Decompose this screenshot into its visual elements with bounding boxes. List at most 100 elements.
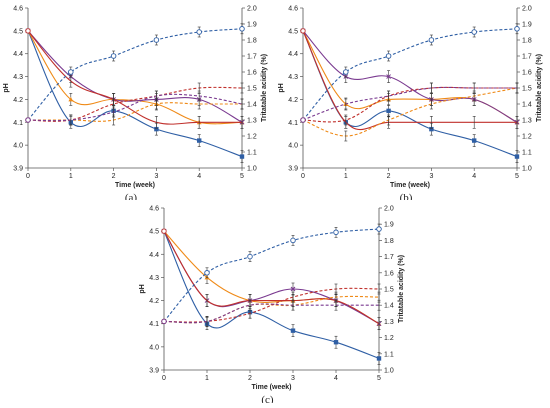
chart-c-data-point	[290, 237, 296, 244]
chart-c-data-point	[161, 318, 167, 325]
chart-c-data-point	[333, 340, 339, 345]
chart-a-y-tick-label: 3.9	[13, 166, 23, 173]
chart-a-series-line	[27, 30, 242, 125]
chart-b-y2-tick-label: 1.8	[522, 38, 532, 45]
chart-a-data-point	[25, 117, 31, 123]
chart-a-y2-tick-label: 1.5	[247, 86, 257, 93]
chart-b-x-tick-label: 4	[472, 173, 476, 180]
chart-a-y-tick-label: 4.6	[13, 6, 23, 13]
chart-c-y-tick-label: 3.9	[149, 368, 159, 375]
chart-b-y2-tick-label: 1.6	[522, 70, 532, 77]
chart-a-y2-tick-label: 1.3	[247, 118, 257, 125]
chart-c-y-tick-label: 4.0	[149, 344, 159, 351]
chart-b-series-line	[302, 30, 517, 131]
chart-a-y2-tick-label: 1.4	[247, 102, 257, 109]
chart-c-y2-tick-label: 1.1	[384, 351, 394, 358]
chart-c-y2-tick-label: 1.9	[384, 222, 394, 229]
chart-c-y2-tick-label: 1.5	[384, 287, 394, 294]
chart-panel-c: 3.9 4.0 4.1 4.2 4.3 4.4 4.5 4.6 1.0 1.1 1.2 1.3 1.4 1…	[137, 200, 412, 407]
chart-c-y2-tick-label: 1.8	[384, 238, 394, 245]
chart-a-x-tick-label: 4	[197, 173, 201, 180]
chart-a-x-tick-label: 1	[69, 173, 73, 180]
chart-a-data-point	[154, 126, 159, 132]
chart-c-x-tick-label: 5	[377, 375, 381, 382]
chart-c-series-line	[163, 228, 380, 322]
chart-b-y2-tick-label: 1.4	[522, 102, 532, 109]
chart-c-series-line	[163, 230, 380, 359]
chart-b-x-tick-label: 5	[515, 173, 519, 180]
chart-b-y-tick-label: 3.9	[288, 166, 298, 173]
chart-b-series-line	[302, 86, 517, 123]
chart-b-data-point	[514, 154, 520, 159]
chart-c-panel-label: (c)	[261, 394, 274, 403]
chart-b-series-line	[302, 28, 518, 121]
chart-c-data-point	[290, 328, 296, 333]
chart-a-y2-tick-label: 1.9	[247, 22, 257, 29]
chart-b-series-line	[302, 87, 518, 137]
chart-a-data-point	[68, 69, 74, 75]
chart-b-x-tick-label: 3	[429, 173, 433, 180]
chart-b-x-tick-label: 2	[387, 173, 391, 180]
chart-a: 3.9 4.0 4.1 4.2 4.3 4.4 4.5 4.6 1.0 1.1 1.2 1.3 1.4 1…	[3, 6, 268, 205]
chart-a-y2-tick-label: 1.2	[247, 134, 257, 141]
chart-c-data-point	[376, 226, 382, 232]
chart-c-data-point	[161, 228, 167, 234]
chart-c-y2-tick-label: 1.7	[384, 254, 394, 261]
chart-b-series-line	[302, 86, 517, 121]
chart-a-series-line	[27, 30, 243, 125]
chart-b-data-point	[300, 28, 306, 34]
chart-b-series-line	[302, 30, 518, 123]
chart-a-y2-tick-label: 1.8	[247, 38, 257, 45]
chart-b-x-tick-label: 0	[301, 173, 305, 180]
chart-b-y2-tick-label: 1.5	[522, 86, 532, 93]
chart-b-data-point	[428, 37, 435, 43]
chart-b-data-point	[343, 69, 349, 75]
chart-b-x-tick-label: 1	[344, 173, 348, 180]
chart-c-y2-axis-title: Tritatable acidity (%)	[398, 255, 405, 323]
chart-b-y2-tick-label: 1.1	[522, 150, 532, 157]
chart-c-y2-tick-label: 1.6	[384, 270, 394, 277]
chart-b-data-point	[429, 126, 434, 132]
chart-c-data-point	[204, 270, 210, 276]
chart-b-y-tick-label: 4.3	[288, 74, 298, 81]
chart-b-panel-label: (b)	[400, 192, 413, 200]
chart-c-y-tick-label: 4.5	[149, 229, 159, 236]
chart-b-y2-tick-label: 1.3	[522, 118, 532, 125]
chart-a-data-point	[25, 28, 31, 34]
chart-b-data-point	[514, 26, 520, 32]
chart-c-data-point	[376, 356, 382, 361]
chart-panel-b: 3.9 4.0 4.1 4.2 4.3 4.4 4.5 4.6 1.0 1.1 1.2 1.3 1.4 1…	[275, 0, 550, 205]
chart-b-y2-tick-label: 1.0	[522, 166, 532, 173]
chart-a-x-tick-label: 0	[26, 173, 30, 180]
chart-b-data-point	[386, 108, 391, 114]
chart-c-series-line	[163, 230, 380, 325]
chart-c-x-tick-label: 3	[291, 375, 295, 382]
chart-c-series-line	[163, 230, 380, 325]
chart-b-y2-tick-label: 1.9	[522, 22, 532, 29]
chart-c-x-tick-label: 4	[334, 375, 338, 382]
chart-c-x-tick-label: 2	[248, 375, 252, 382]
chart-c-y2-tick-label: 1.4	[384, 303, 394, 310]
chart-c-y-tick-label: 4.4	[149, 252, 159, 259]
chart-c-series-line	[163, 303, 379, 324]
chart-b-x-axis-title: Time (week)	[390, 182, 430, 189]
chart-a-x-tick-label: 2	[112, 173, 116, 180]
chart-a-data-point	[196, 29, 202, 35]
chart-c-y2-tick-label: 1.3	[384, 319, 394, 326]
chart-c-x-tick-label: 0	[162, 375, 166, 382]
chart-a-series-line	[27, 30, 243, 158]
chart-a-y2-axis-title: Tritatable acidity (%)	[261, 54, 268, 122]
chart-b-y-tick-label: 4.4	[288, 51, 298, 58]
chart-a-data-point	[239, 154, 245, 159]
chart-c-x-tick-label: 1	[205, 375, 209, 382]
chart-panel-a: 3.9 4.0 4.1 4.2 4.3 4.4 4.5 4.6 1.0 1.1 1.2 1.3 1.4 1…	[0, 0, 275, 205]
chart-c-y-axis-title: pH	[139, 284, 146, 293]
chart-a-y-tick-label: 4.1	[13, 120, 23, 127]
chart-a-series-line	[27, 28, 243, 121]
chart-a-y-tick-label: 4.4	[13, 51, 23, 58]
chart-a-y-tick-label: 4.5	[13, 28, 23, 35]
chart-c-y-tick-label: 4.1	[149, 321, 159, 328]
chart-b-y-tick-label: 4.0	[288, 143, 298, 150]
chart-c-y2-tick-label: 1.0	[384, 368, 394, 375]
chart-c-y-tick-label: 4.2	[149, 298, 159, 305]
